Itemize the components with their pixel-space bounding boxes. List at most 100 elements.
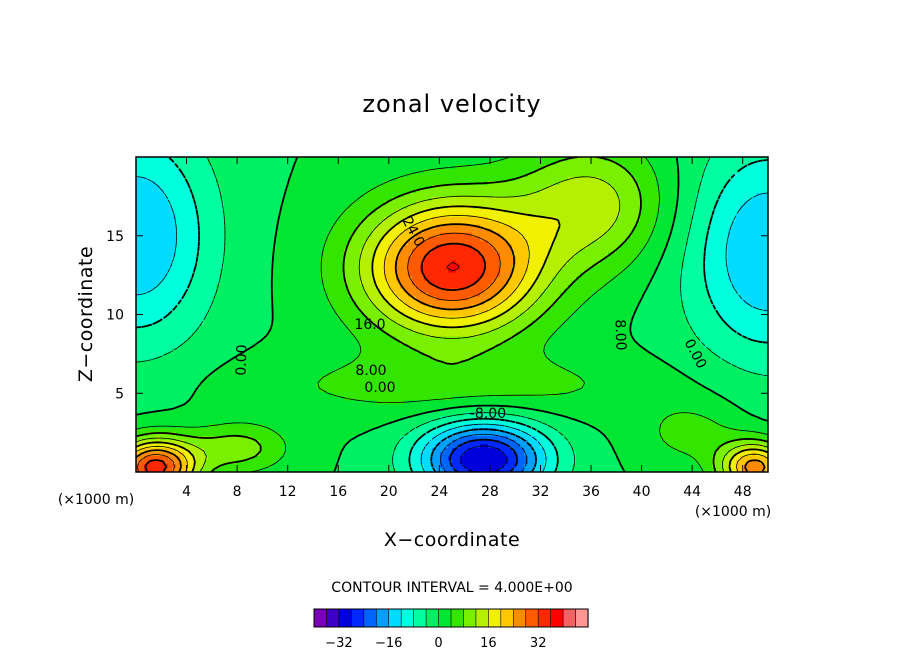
- field-cell: [208, 456, 213, 461]
- field-cell: [360, 404, 365, 409]
- field-cell: [272, 368, 277, 373]
- field-cell: [376, 392, 381, 397]
- field-cell: [284, 316, 289, 322]
- field-cell: [360, 264, 365, 270]
- field-cell: [208, 324, 213, 330]
- field-cell: [240, 404, 245, 409]
- field-cell: [384, 168, 389, 174]
- field-cell: [248, 444, 253, 449]
- field-cell: [196, 168, 201, 174]
- field-cell: [320, 348, 325, 353]
- field-cell: [380, 448, 385, 453]
- field-cell: [356, 424, 361, 429]
- field-cell: [180, 328, 185, 334]
- field-cell: [368, 216, 373, 222]
- field-cell: [272, 440, 277, 445]
- field-cell: [340, 384, 345, 389]
- field-cell: [224, 296, 229, 302]
- field-cell: [240, 200, 245, 206]
- field-cell: [244, 272, 249, 278]
- field-cell: [324, 432, 329, 437]
- field-cell: [244, 436, 249, 441]
- field-cell: [340, 468, 345, 472]
- field-cell: [204, 360, 209, 365]
- field-cell: [212, 236, 217, 242]
- field-cell: [328, 424, 333, 429]
- field-cell: [368, 464, 373, 469]
- field-cell: [136, 400, 141, 405]
- field-cell: [284, 236, 289, 242]
- field-cell: [160, 404, 165, 409]
- field-cell: [304, 252, 309, 258]
- field-cell: [276, 440, 281, 445]
- field-cell: [192, 280, 197, 286]
- field-cell: [336, 244, 341, 250]
- field-cell: [340, 180, 345, 186]
- field-cell: [328, 332, 333, 338]
- field-cell: [248, 400, 253, 405]
- field-cell: [140, 260, 145, 266]
- field-cell: [256, 212, 261, 218]
- field-cell: [160, 172, 165, 178]
- field-cell: [380, 420, 385, 425]
- field-cell: [260, 348, 265, 353]
- field-cell: [192, 176, 197, 182]
- field-cell: [228, 348, 233, 353]
- field-cell: [240, 316, 245, 322]
- field-cell: [264, 284, 269, 290]
- field-cell: [384, 332, 389, 338]
- field-cell: [272, 228, 277, 234]
- field-cell: [364, 428, 369, 433]
- field-cell: [144, 228, 149, 234]
- field-cell: [204, 400, 209, 405]
- field-cell: [372, 312, 377, 318]
- field-cell: [296, 172, 301, 178]
- field-cell: [240, 336, 245, 342]
- field-cell: [240, 184, 245, 190]
- field-cell: [316, 344, 321, 349]
- field-cell: [176, 420, 181, 425]
- field-cell: [284, 404, 289, 409]
- field-cell: [288, 352, 293, 357]
- field-cell: [140, 356, 145, 361]
- field-cell: [268, 264, 273, 270]
- field-cell: [236, 376, 241, 381]
- field-cell: [240, 172, 245, 178]
- field-cell: [156, 260, 161, 266]
- field-cell: [240, 408, 245, 413]
- field-cell: [328, 296, 333, 302]
- field-cell: [384, 216, 389, 222]
- field-cell: [136, 212, 141, 218]
- field-cell: [140, 388, 145, 393]
- field-cell: [228, 364, 233, 369]
- field-cell: [384, 288, 389, 294]
- field-cell: [352, 332, 357, 338]
- field-cell: [204, 364, 209, 369]
- field-cell: [376, 328, 381, 334]
- field-cell: [192, 392, 197, 397]
- field-cell: [324, 420, 329, 425]
- field-cell: [148, 432, 153, 437]
- field-cell: [244, 260, 249, 266]
- field-cell: [180, 348, 185, 353]
- field-cell: [376, 332, 381, 338]
- field-cell: [360, 384, 365, 389]
- field-cell: [232, 224, 237, 230]
- field-cell: [136, 392, 141, 397]
- field-cell: [212, 400, 217, 405]
- field-cell: [188, 404, 193, 409]
- field-cell: [316, 244, 321, 250]
- field-cell: [152, 336, 157, 342]
- field-cell: [328, 372, 333, 377]
- field-cell: [168, 436, 173, 441]
- field-cell: [156, 248, 161, 254]
- field-cell: [332, 192, 337, 198]
- field-cell: [356, 364, 361, 369]
- field-cell: [376, 260, 381, 266]
- field-cell: [220, 268, 225, 274]
- field-cell: [260, 368, 265, 373]
- field-cell: [292, 212, 297, 218]
- field-cell: [224, 320, 229, 326]
- field-cell: [200, 184, 205, 190]
- field-cell: [144, 428, 149, 433]
